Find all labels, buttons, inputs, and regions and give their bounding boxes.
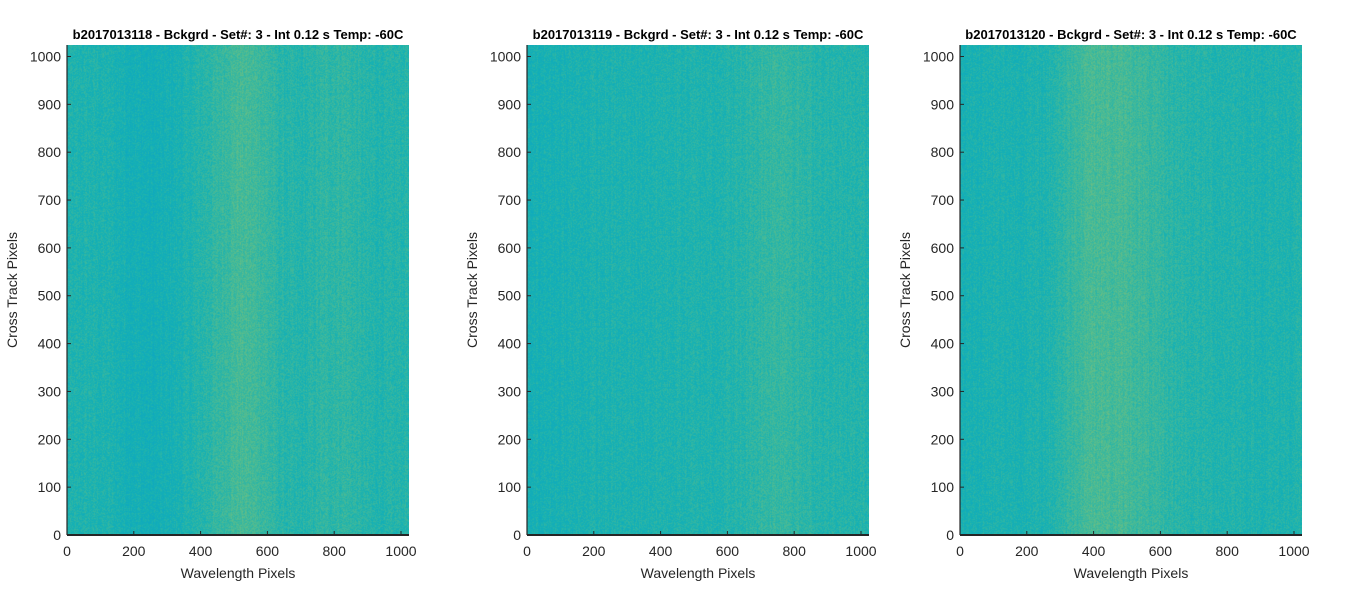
y-tick-label: 200 <box>498 431 522 447</box>
x-tick-label: 200 <box>122 543 146 559</box>
x-tick-label: 200 <box>582 543 606 559</box>
y-tick-label: 500 <box>498 288 522 304</box>
x-tick-label: 600 <box>1149 543 1173 559</box>
x-tick-label: 1000 <box>1278 543 1309 559</box>
y-tick-label: 1000 <box>490 48 521 64</box>
x-axis-label: Wavelength Pixels <box>641 565 756 581</box>
y-tick-label: 700 <box>38 192 62 208</box>
x-tick-label: 200 <box>1015 543 1039 559</box>
x-tick-label: 800 <box>783 543 807 559</box>
x-axis-label: Wavelength Pixels <box>181 565 296 581</box>
y-tick-label: 100 <box>38 479 62 495</box>
x-tick-label: 400 <box>189 543 213 559</box>
y-tick-label: 600 <box>38 240 62 256</box>
y-tick-label: 1000 <box>30 48 61 64</box>
y-tick-label: 300 <box>38 383 62 399</box>
x-tick-label: 400 <box>649 543 673 559</box>
y-tick-label: 0 <box>513 527 521 543</box>
heatmap-image <box>527 45 869 535</box>
y-tick-label: 800 <box>931 144 955 160</box>
y-tick-label: 500 <box>38 288 62 304</box>
y-tick-label: 300 <box>498 383 522 399</box>
chart-panel-3: 0 200 400 600 800 1000 0 100 200 300 400 500 600 700 8… <box>897 27 1310 581</box>
x-tick-label: 1000 <box>845 543 876 559</box>
y-tick-label: 0 <box>53 527 61 543</box>
y-tick-label: 900 <box>931 96 955 112</box>
y-tick-label: 300 <box>931 383 955 399</box>
y-tick-label: 500 <box>931 288 955 304</box>
y-tick-label: 200 <box>38 431 62 447</box>
y-tick-label: 100 <box>498 479 522 495</box>
chart-panel-2: 0 200 400 600 800 1000 0 100 200 300 400 500 600 700 8… <box>464 27 877 581</box>
chart-panel-1: 0 200 400 600 800 1000 0 100 200 300 400 500 600 700 8… <box>4 27 417 581</box>
heatmap-image <box>67 45 409 535</box>
x-tick-label: 400 <box>1082 543 1106 559</box>
x-tick-label: 800 <box>1216 543 1240 559</box>
y-tick-label: 800 <box>38 144 62 160</box>
y-tick-label: 200 <box>931 431 955 447</box>
x-tick-label: 0 <box>956 543 964 559</box>
y-tick-label: 700 <box>931 192 955 208</box>
heatmap-image <box>960 45 1302 535</box>
y-axis-label: Cross Track Pixels <box>897 232 913 348</box>
y-tick-label: 900 <box>38 96 62 112</box>
x-tick-label: 800 <box>323 543 347 559</box>
chart-title: b2017013118 - Bckgrd - Set#: 3 - Int 0.1… <box>73 27 404 42</box>
y-tick-label: 400 <box>38 336 62 352</box>
x-tick-label: 0 <box>523 543 531 559</box>
y-tick-label: 800 <box>498 144 522 160</box>
y-axis-label: Cross Track Pixels <box>464 232 480 348</box>
x-tick-label: 600 <box>716 543 740 559</box>
chart-title: b2017013120 - Bckgrd - Set#: 3 - Int 0.1… <box>965 27 1297 42</box>
x-tick-label: 1000 <box>385 543 416 559</box>
x-axis-label: Wavelength Pixels <box>1074 565 1189 581</box>
y-tick-label: 700 <box>498 192 522 208</box>
y-tick-label: 100 <box>931 479 955 495</box>
y-tick-label: 400 <box>498 336 522 352</box>
y-tick-label: 900 <box>498 96 522 112</box>
y-tick-label: 600 <box>498 240 522 256</box>
x-tick-label: 0 <box>63 543 71 559</box>
y-tick-label: 400 <box>931 336 955 352</box>
y-axis-label: Cross Track Pixels <box>4 232 20 348</box>
y-tick-label: 0 <box>946 527 954 543</box>
y-tick-label: 600 <box>931 240 955 256</box>
y-tick-label: 1000 <box>923 48 954 64</box>
x-tick-label: 600 <box>256 543 280 559</box>
chart-title: b2017013119 - Bckgrd - Set#: 3 - Int 0.1… <box>533 27 864 42</box>
